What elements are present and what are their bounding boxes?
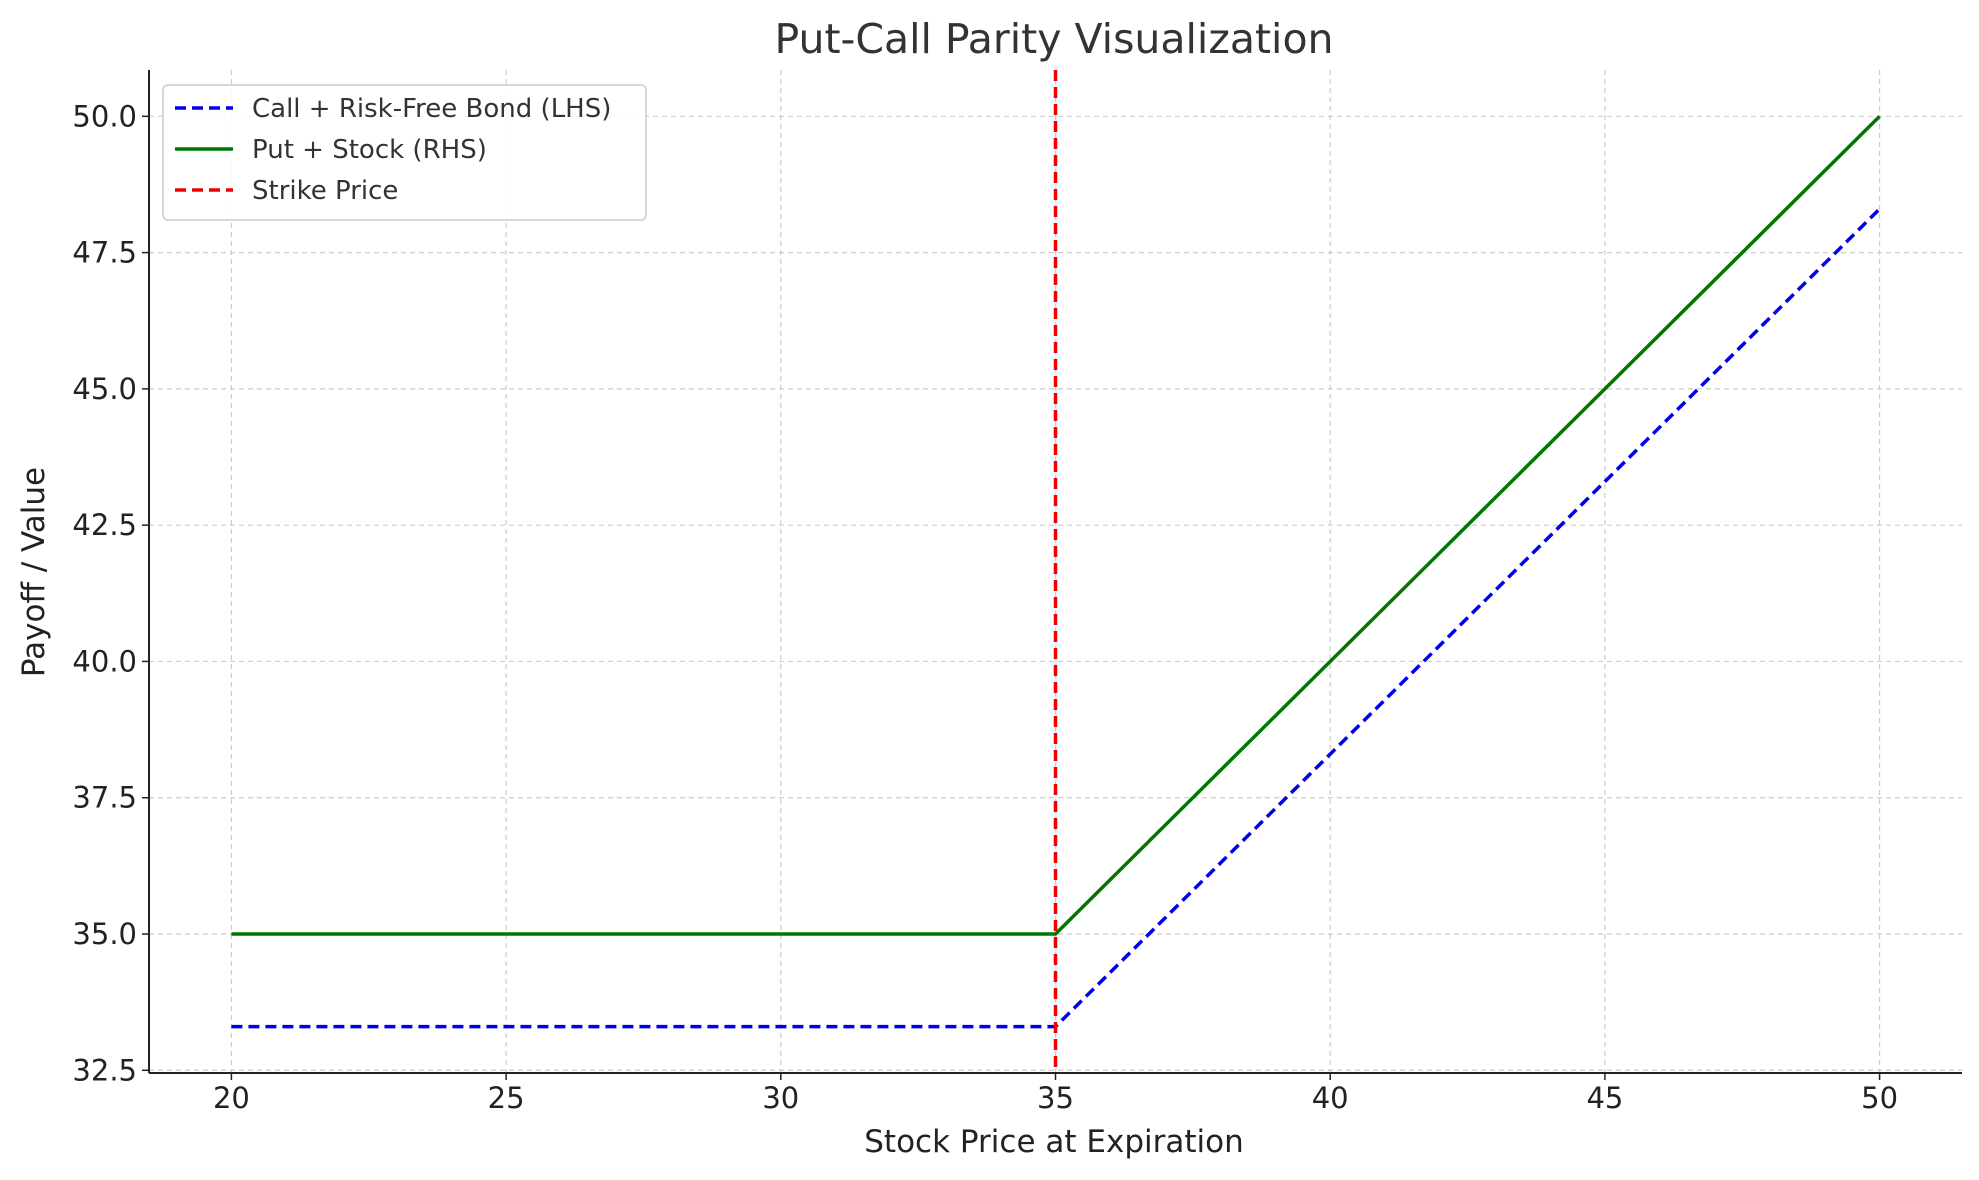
x-tick-label: 25 [488, 1081, 525, 1115]
axes [142, 70, 1962, 1080]
y-tick-label: 47.5 [72, 236, 137, 270]
y-tick-label: 45.0 [72, 372, 137, 406]
x-tick-label: 35 [1037, 1081, 1074, 1115]
y-tick-label: 40.0 [72, 644, 137, 678]
y-tick-label: 35.0 [72, 917, 137, 951]
series-layer [231, 70, 1881, 1073]
legend-box [162, 84, 647, 221]
y-tick-label: 37.5 [72, 781, 137, 815]
legend: Call + Risk-Free Bond (LHS) Put + Stock … [162, 84, 647, 221]
y-tick-label: 50.0 [72, 99, 137, 133]
legend-label-call-bond: Call + Risk-Free Bond (LHS) [252, 94, 611, 124]
legend-label-strike-price: Strike Price [252, 176, 398, 206]
x-tick-label: 30 [762, 1081, 799, 1115]
y-axis-label: Payoff / Value [16, 467, 52, 677]
x-tick-label: 50 [1861, 1081, 1898, 1115]
y-tick-label: 32.5 [72, 1053, 137, 1087]
series-line-1 [231, 115, 1881, 936]
x-axis-label: Stock Price at Expiration [864, 1124, 1243, 1160]
x-tick-label: 45 [1586, 1081, 1623, 1115]
chart-title: Put-Call Parity Visualization [774, 15, 1333, 63]
x-tick-label: 20 [213, 1081, 250, 1115]
x-tick-label: 40 [1312, 1081, 1349, 1115]
legend-label-put-stock: Put + Stock (RHS) [252, 135, 487, 165]
tick-labels: 20 25 30 35 40 45 50 32.5 35.0 37.5 40.0 42.5 45.0 47… [72, 99, 1898, 1115]
y-tick-label: 42.5 [72, 508, 137, 542]
